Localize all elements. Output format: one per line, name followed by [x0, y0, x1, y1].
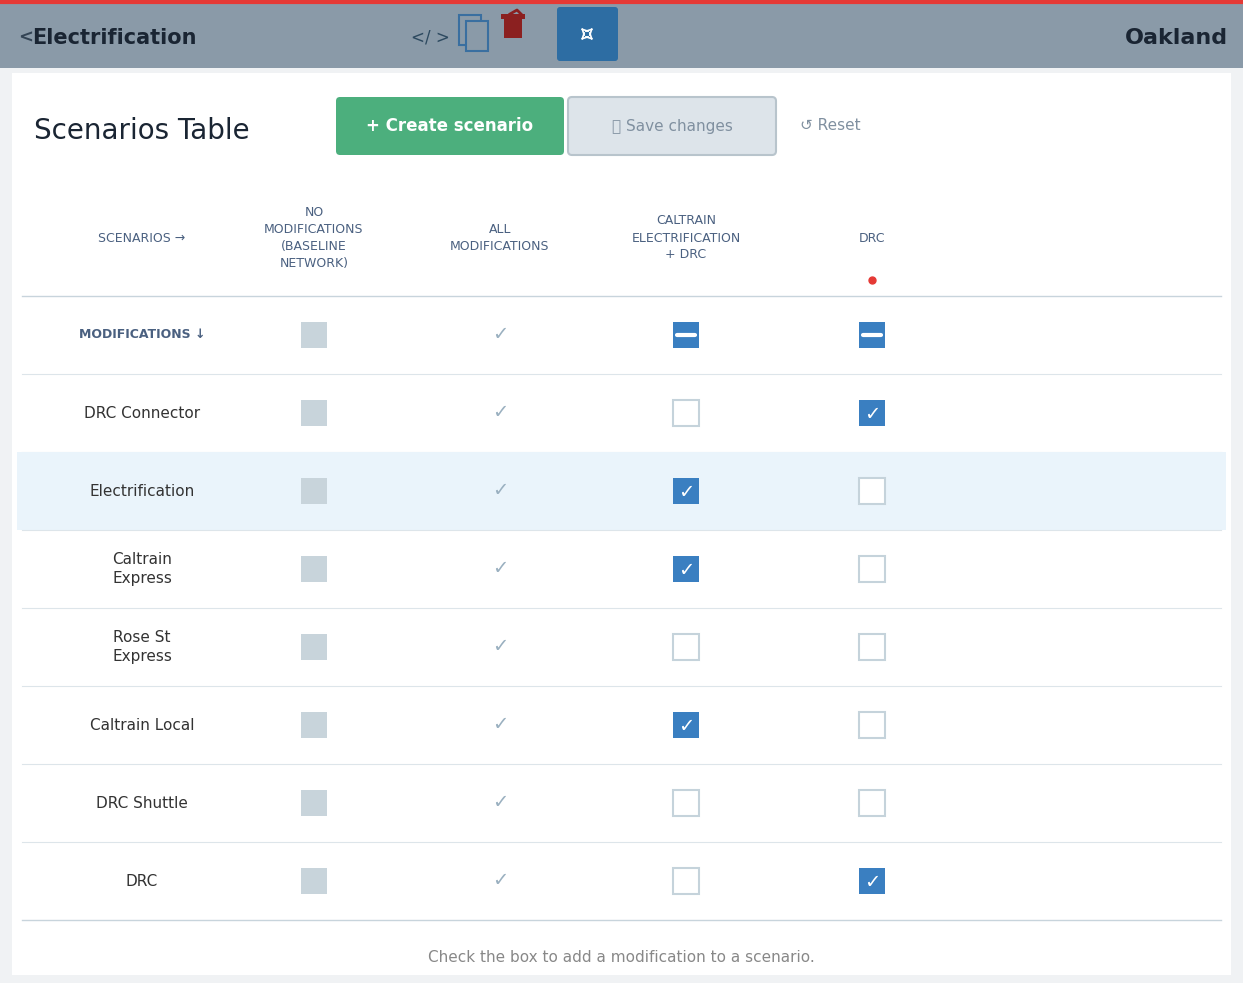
Text: Oakland: Oakland: [1125, 28, 1228, 48]
Bar: [672, 790, 699, 816]
Bar: [859, 790, 885, 816]
Text: + Create scenario: + Create scenario: [367, 117, 533, 135]
FancyBboxPatch shape: [12, 73, 1231, 975]
Text: ✓: ✓: [864, 873, 880, 892]
Bar: [859, 634, 885, 660]
Bar: [301, 868, 327, 894]
Text: ✓: ✓: [492, 559, 508, 579]
Bar: [301, 556, 327, 582]
Text: Rose St
Express: Rose St Express: [112, 630, 172, 664]
Text: NO
MODIFICATIONS
(BASELINE
NETWORK): NO MODIFICATIONS (BASELINE NETWORK): [265, 206, 364, 270]
Text: ✓: ✓: [492, 872, 508, 891]
Text: <: <: [17, 29, 34, 47]
Text: SCENARIOS →: SCENARIOS →: [98, 232, 185, 245]
Text: DRC: DRC: [859, 232, 885, 245]
Text: 💾 Save changes: 💾 Save changes: [612, 119, 732, 134]
Bar: [672, 634, 699, 660]
Text: ✓: ✓: [492, 403, 508, 423]
Text: CALTRAIN
ELECTRIFICATION
+ DRC: CALTRAIN ELECTRIFICATION + DRC: [631, 214, 741, 261]
Bar: [672, 556, 699, 582]
Text: MODIFICATIONS ↓: MODIFICATIONS ↓: [78, 328, 205, 341]
Bar: [301, 790, 327, 816]
FancyBboxPatch shape: [503, 16, 522, 38]
Bar: [301, 478, 327, 504]
FancyBboxPatch shape: [466, 21, 488, 51]
Text: Check the box to add a modification to a scenario.: Check the box to add a modification to a…: [428, 951, 815, 965]
Text: ✓: ✓: [492, 638, 508, 657]
Bar: [859, 322, 885, 348]
FancyBboxPatch shape: [568, 97, 776, 155]
Text: ✓: ✓: [492, 793, 508, 813]
Text: Scenarios Table: Scenarios Table: [34, 117, 250, 145]
Bar: [301, 400, 327, 426]
Text: Electrification: Electrification: [89, 484, 195, 498]
Text: DRC Connector: DRC Connector: [85, 406, 200, 421]
Bar: [672, 868, 699, 894]
Bar: [859, 478, 885, 504]
Bar: [859, 556, 885, 582]
FancyBboxPatch shape: [336, 97, 564, 155]
FancyBboxPatch shape: [501, 14, 525, 19]
Text: ✓: ✓: [677, 717, 694, 735]
Text: ✓: ✓: [677, 560, 694, 580]
FancyBboxPatch shape: [557, 7, 618, 61]
Text: ALL
MODIFICATIONS: ALL MODIFICATIONS: [450, 223, 549, 253]
Bar: [672, 322, 699, 348]
Bar: [859, 712, 885, 738]
FancyBboxPatch shape: [0, 0, 1243, 68]
Text: Caltrain Local: Caltrain Local: [89, 718, 194, 732]
Bar: [672, 712, 699, 738]
Bar: [672, 478, 699, 504]
Text: Caltrain
Express: Caltrain Express: [112, 552, 172, 586]
Bar: [301, 712, 327, 738]
FancyBboxPatch shape: [459, 15, 481, 45]
Bar: [301, 322, 327, 348]
Bar: [672, 400, 699, 426]
Text: ✓: ✓: [492, 716, 508, 734]
Text: ✓: ✓: [677, 483, 694, 501]
Text: ✓: ✓: [864, 404, 880, 424]
Bar: [17, 452, 1226, 530]
Bar: [859, 868, 885, 894]
Text: ✓: ✓: [492, 325, 508, 344]
Bar: [301, 634, 327, 660]
Text: </ >: </ >: [410, 29, 450, 47]
Bar: [859, 400, 885, 426]
Text: DRC: DRC: [126, 874, 158, 889]
Text: DRC Shuttle: DRC Shuttle: [96, 795, 188, 811]
Text: ↺ Reset: ↺ Reset: [799, 119, 860, 134]
Text: ✓: ✓: [492, 482, 508, 500]
Text: Electrification: Electrification: [32, 28, 196, 48]
